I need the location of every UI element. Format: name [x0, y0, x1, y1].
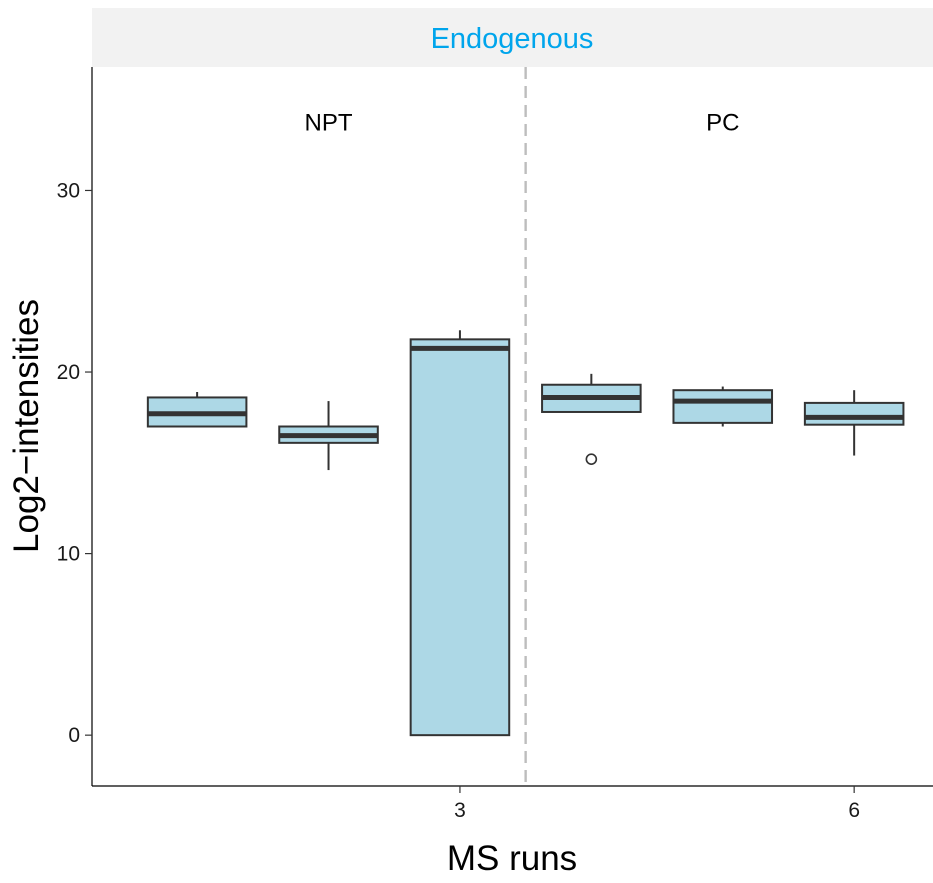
x-tick-label: 6 — [848, 799, 860, 822]
y-axis-title: Log2−intensities — [7, 299, 46, 553]
box-iqr — [672, 389, 774, 424]
y-tick-label: 10 — [57, 543, 80, 566]
facet-title: Endogenous — [431, 23, 594, 55]
box-run-4 — [541, 373, 642, 465]
box-run-3 — [409, 330, 511, 737]
box-run-2 — [278, 401, 379, 471]
x-tick-label: 3 — [454, 799, 466, 822]
boxplots — [146, 330, 905, 737]
box-run-5 — [672, 386, 774, 427]
box-run-6 — [803, 390, 905, 456]
y-tick-label: 20 — [57, 361, 80, 384]
box-iqr — [409, 338, 511, 737]
facet-strip — [92, 8, 933, 67]
y-axis-ticks: 0 10 20 30 — [57, 179, 92, 747]
y-tick-label: 0 — [68, 724, 80, 747]
outlier-point — [585, 453, 598, 465]
x-axis-title: MS runs — [447, 839, 577, 878]
y-tick-label: 30 — [57, 179, 80, 202]
group-label-pc: PC — [706, 109, 739, 136]
group-label-npt: NPT — [305, 109, 353, 136]
box-run-1 — [146, 392, 248, 428]
box-iqr — [803, 401, 905, 426]
